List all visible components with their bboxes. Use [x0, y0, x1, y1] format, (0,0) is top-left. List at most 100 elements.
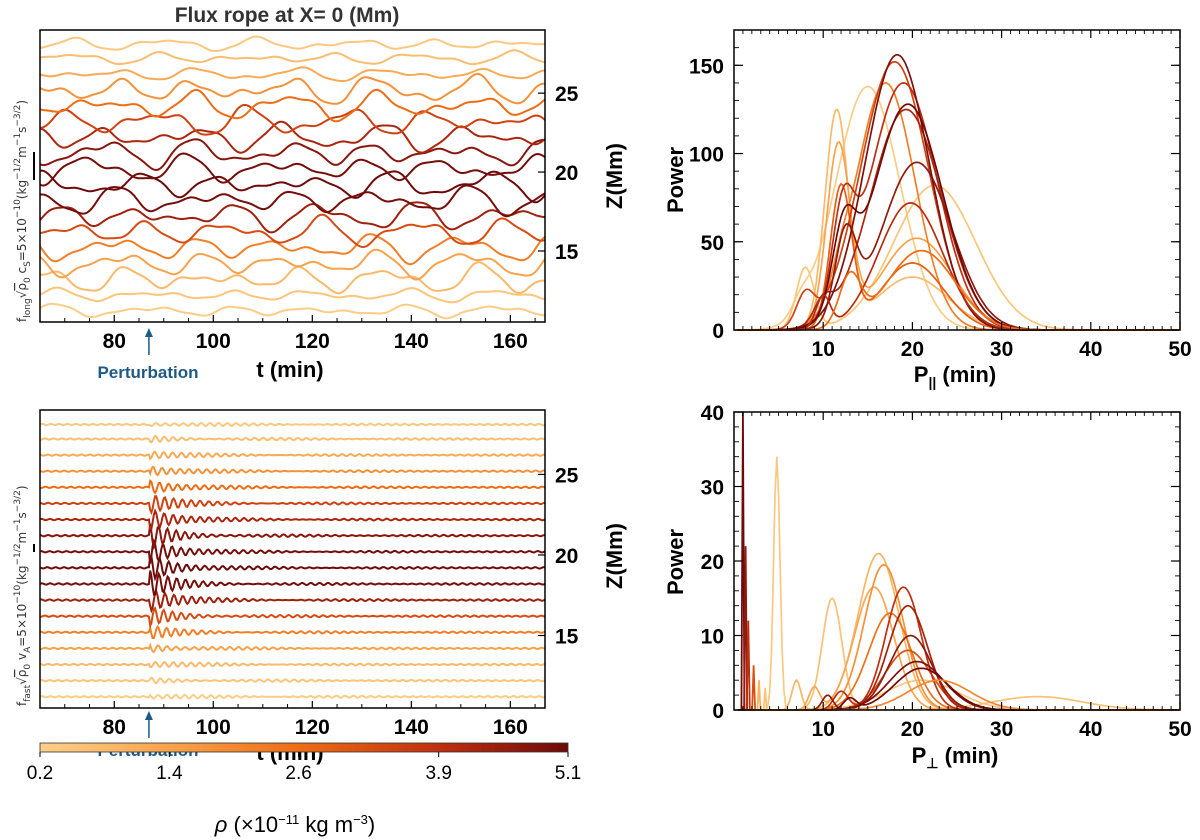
x-tick-label: 40 [1079, 718, 1102, 741]
colorbar-tick-label: 3.9 [425, 763, 451, 784]
series-line [39, 478, 546, 495]
x-tick-label: 30 [990, 338, 1013, 361]
series-line [39, 169, 546, 204]
series-group-top-left [39, 35, 546, 320]
z-tick-label: 15 [555, 626, 579, 649]
series-line [39, 589, 546, 614]
x-tick-label: 100 [196, 716, 231, 739]
x-tick-label: 100 [196, 330, 231, 353]
series-line [39, 72, 545, 105]
spectrum-line [737, 184, 1179, 331]
x-ticks-bottom-right: 10 20 30 40 50 [742, 412, 1192, 741]
x-tick-label: 120 [295, 330, 330, 353]
y-tick-label: 100 [689, 144, 724, 167]
series-line [39, 261, 546, 295]
series-line [39, 302, 546, 320]
series-line [39, 138, 546, 172]
spectrum-line [737, 140, 1179, 331]
series-line [39, 184, 546, 218]
z-tick-label: 25 [555, 464, 579, 487]
perturbation-arrowhead-top-left [144, 328, 153, 337]
series-line [39, 465, 546, 477]
colorbar-tick-label: 2.6 [285, 763, 311, 784]
y-tick-label: 40 [701, 402, 724, 425]
series-line [39, 538, 546, 564]
series-line [39, 693, 546, 700]
colorbar-gradient [39, 742, 569, 753]
perturbation-marker-top-left: Perturbation [97, 328, 199, 382]
series-line [39, 660, 546, 669]
series-line [39, 523, 546, 551]
perturbation-arrowhead-bottom-left [144, 711, 153, 720]
x-ticks-top-left: 80 100 120 140 160 [64, 315, 536, 353]
spectrum-line [737, 202, 1179, 331]
colorbar-tick-label: 1.4 [156, 763, 183, 784]
series-line [39, 495, 546, 516]
z-tick-label: 25 [555, 83, 579, 106]
series-line [39, 555, 546, 582]
series-line [39, 508, 546, 531]
y-ticks-top-right: 0 50 100 150 [689, 47, 1180, 343]
x-ticks-bottom-left: 80 100 120 140 160 [64, 701, 536, 739]
series-line [39, 201, 546, 234]
series-line [39, 286, 546, 304]
spectrum-line [737, 108, 1179, 331]
y-axis-label-bottom-right: Power [663, 529, 688, 595]
x-tick-label: 80 [103, 716, 126, 739]
plot-frame-bottom-right [733, 411, 1181, 711]
series-line [39, 49, 546, 66]
y-tick-label: 0 [712, 700, 724, 723]
series-group-top-right [737, 53, 1179, 331]
spectrum-line [737, 552, 1179, 711]
series-line [39, 434, 546, 444]
x-tick-label: 10 [812, 338, 835, 361]
spectrum-spike [762, 687, 768, 711]
x-axis-label-top-left: t (min) [256, 357, 323, 382]
z-axis-label-bottom-left: Z(Mm) [602, 523, 627, 589]
x-tick-label: 40 [1079, 338, 1102, 361]
series-line [39, 248, 546, 281]
z-ticks-top-left: 15 20 25 [538, 83, 579, 264]
spectrum-spike [745, 620, 751, 711]
x-tick-label: 140 [394, 330, 429, 353]
y-tick-label: 150 [689, 55, 724, 78]
y-tick-label: 20 [701, 551, 724, 574]
y-axis-label-bottom-left: ffast√ρ0 vA=5×10−10(kg−1/2m−1s−3/2) [13, 485, 33, 706]
series-group-bottom-left [39, 421, 546, 700]
z-ticks-bottom-left: 15 20 25 [538, 464, 579, 649]
series-line [39, 152, 546, 187]
plot-frame-top-left [39, 29, 546, 323]
x-tick-label: 20 [901, 338, 924, 361]
series-line [40, 624, 546, 640]
panel-bottom-right: 10 20 30 40 50 0 10 20 30 40 P⊥ (min) Power [663, 402, 1192, 771]
chart-title-top-left: Flux rope at X= 0 (Mm) [175, 4, 400, 27]
x-tick-label: 20 [901, 718, 924, 741]
spectrum-spike [751, 665, 757, 711]
x-tick-label: 80 [103, 330, 126, 353]
x-tick-label: 160 [493, 716, 528, 739]
y-ticks-bottom-right: 0 10 20 30 40 [701, 402, 1180, 723]
spectrum-spike [756, 680, 762, 711]
x-tick-label: 10 [812, 718, 835, 741]
x-tick-label: 30 [990, 718, 1013, 741]
x-axis-label-bottom-right: P⊥ (min) [912, 743, 999, 771]
spectrum-line [737, 108, 1179, 331]
series-group-bottom-right [737, 411, 1179, 711]
spectrum-line [737, 596, 1179, 711]
x-tick-label: 160 [493, 330, 528, 353]
spectrum-line [737, 563, 1179, 711]
series-line [39, 103, 546, 136]
z-axis-label-top-left: Z(Mm) [602, 143, 627, 209]
x-tick-label: 120 [295, 716, 330, 739]
colorbar-tick-label: 5.1 [555, 763, 581, 784]
y-axis-label-top-left: flong√ρ0 cS=5×10−10(kg−1/2m−1s−3/2) [13, 100, 33, 322]
perturbation-label-top-left: Perturbation [97, 363, 198, 382]
series-line [39, 66, 546, 82]
x-tick-label: 140 [394, 716, 429, 739]
series-line [39, 233, 546, 266]
y-tick-label: 10 [701, 626, 724, 649]
spectrum-line [737, 456, 1179, 711]
z-tick-label: 15 [555, 241, 579, 264]
series-line [39, 421, 546, 428]
